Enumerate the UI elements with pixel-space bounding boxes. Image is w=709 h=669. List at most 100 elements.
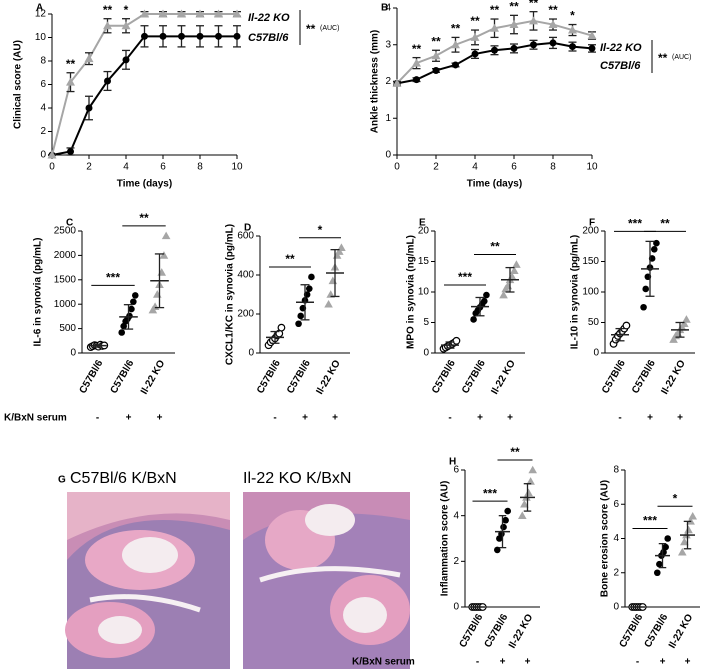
marker xyxy=(141,32,148,40)
error-bar xyxy=(505,266,515,293)
treatment-sign: - xyxy=(476,657,479,668)
x-tick-label: Il-22 KO xyxy=(659,358,688,396)
treatment-sign: - xyxy=(448,413,451,424)
x-tick-label: 8 xyxy=(197,162,203,173)
significance-label: ** xyxy=(470,14,480,28)
auc-stars: ** xyxy=(658,51,668,65)
y-tick-label: 0 xyxy=(40,150,46,161)
x-tick-label: 4 xyxy=(472,162,478,173)
marker xyxy=(680,537,689,546)
marker xyxy=(177,9,186,18)
error-bar xyxy=(123,304,134,330)
marker xyxy=(653,239,660,247)
x-axis-label: Time (days) xyxy=(117,179,172,190)
legend-entry: C57Bl/6 xyxy=(248,32,289,44)
marker xyxy=(233,32,241,40)
marker xyxy=(104,77,111,85)
marker xyxy=(470,316,477,323)
y-tick-label: 6 xyxy=(613,499,619,510)
y-axis-label: MPO in synovia (ng/mL) xyxy=(406,235,417,349)
y-tick-label: 150 xyxy=(582,256,599,267)
significance-label: * xyxy=(673,491,678,505)
marker xyxy=(650,246,658,253)
marker xyxy=(159,32,167,40)
error-bar xyxy=(675,321,685,338)
y-tick-label: 50 xyxy=(588,317,600,328)
x-tick-label: 10 xyxy=(586,162,598,173)
marker xyxy=(656,560,663,568)
error-bar xyxy=(154,253,165,309)
x-tick-label: 0 xyxy=(49,162,55,173)
treatment-label: K/BxN serum xyxy=(352,657,415,668)
marker xyxy=(451,40,460,49)
marker xyxy=(587,31,597,40)
y-tick-label: 10 xyxy=(418,287,430,298)
marker xyxy=(642,285,650,293)
x-tick-label: 2 xyxy=(86,162,92,173)
marker xyxy=(159,251,169,259)
y-axis-label: Bone erosion score (AU) xyxy=(600,480,611,597)
panel-label: F xyxy=(589,218,595,229)
x-tick-label: C57Bl/6 xyxy=(600,358,628,396)
x-tick-label: C57Bl/6 xyxy=(255,358,283,396)
treatment-sign: - xyxy=(273,413,276,424)
data-line xyxy=(51,35,237,156)
y-tick-label: 8 xyxy=(613,465,619,476)
y-tick-label: 100 xyxy=(582,287,599,298)
marker xyxy=(161,231,171,240)
y-tick-label: 2500 xyxy=(54,226,77,237)
significance-label: *** xyxy=(458,270,472,284)
marker xyxy=(413,76,420,84)
marker xyxy=(569,43,576,51)
y-axis-label: IL-6 in synovia (pg/mL) xyxy=(33,238,44,347)
y-tick-label: 8 xyxy=(40,56,46,67)
marker xyxy=(682,315,691,323)
error-bar xyxy=(270,330,280,344)
significance-label: *** xyxy=(106,271,120,285)
image-caption: C57Bl/6 K/BxN xyxy=(70,470,177,487)
x-tick-label: 4 xyxy=(123,162,129,173)
marker xyxy=(195,9,205,18)
y-axis-label: IL-10 in synovia (pg/mL) xyxy=(570,235,581,349)
marker xyxy=(490,23,499,32)
marker xyxy=(662,543,669,551)
marker xyxy=(512,260,521,268)
x-tick-label: C57Bl/6 xyxy=(460,358,488,396)
panel-label: C xyxy=(66,218,73,229)
y-axis-label: CXCL1/KC in synovia (pg/mL) xyxy=(225,224,236,365)
y-tick-label: 6 xyxy=(453,465,459,476)
image-caption: Il-22 KO K/BxN xyxy=(243,470,351,487)
y-tick-label: 1000 xyxy=(54,299,77,310)
treatment-sign: + xyxy=(660,657,666,668)
y-tick-label: 0 xyxy=(423,348,429,359)
marker xyxy=(103,21,112,30)
marker xyxy=(524,488,533,497)
marker xyxy=(470,32,480,41)
error-bar xyxy=(658,542,667,569)
marker xyxy=(640,303,647,311)
marker xyxy=(548,20,558,29)
x-tick-label: Il-22 KO xyxy=(489,358,518,396)
marker xyxy=(196,32,204,40)
error-bar xyxy=(645,240,655,297)
y-tick-label: 0 xyxy=(70,348,76,359)
marker xyxy=(67,147,74,155)
y-tick-label: 4 xyxy=(385,3,391,14)
legend-entry: Il-22 KO xyxy=(248,12,290,24)
marker xyxy=(520,499,529,508)
marker xyxy=(679,319,689,328)
marker xyxy=(517,511,527,519)
x-tick-label: C57Bl/6 xyxy=(78,358,106,396)
x-tick-label: C57Bl/6 xyxy=(630,358,658,396)
significance-label: ** xyxy=(285,252,295,266)
marker xyxy=(432,66,440,74)
marker xyxy=(152,290,162,298)
x-tick-label: Il-22 KO xyxy=(667,612,696,650)
marker xyxy=(118,329,126,336)
significance-label: ** xyxy=(431,34,441,48)
treatment-sign: + xyxy=(126,413,132,424)
error-bar xyxy=(300,284,310,321)
marker xyxy=(308,273,315,281)
y-tick-label: 0 xyxy=(593,348,599,359)
